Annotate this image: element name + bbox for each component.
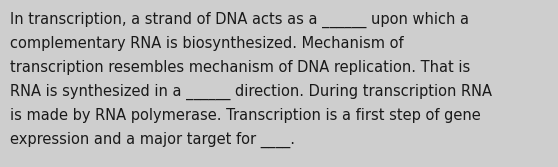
Text: complementary RNA is biosynthesized. Mechanism of: complementary RNA is biosynthesized. Mec… (10, 36, 403, 51)
Text: is made by RNA polymerase. Transcription is a first step of gene: is made by RNA polymerase. Transcription… (10, 108, 481, 123)
Text: RNA is synthesized in a ______ direction. During transcription RNA: RNA is synthesized in a ______ direction… (10, 84, 492, 100)
Text: expression and a major target for ____.: expression and a major target for ____. (10, 132, 295, 148)
Text: In transcription, a strand of DNA acts as a ______ upon which a: In transcription, a strand of DNA acts a… (10, 12, 469, 28)
Text: transcription resembles mechanism of DNA replication. That is: transcription resembles mechanism of DNA… (10, 60, 470, 75)
